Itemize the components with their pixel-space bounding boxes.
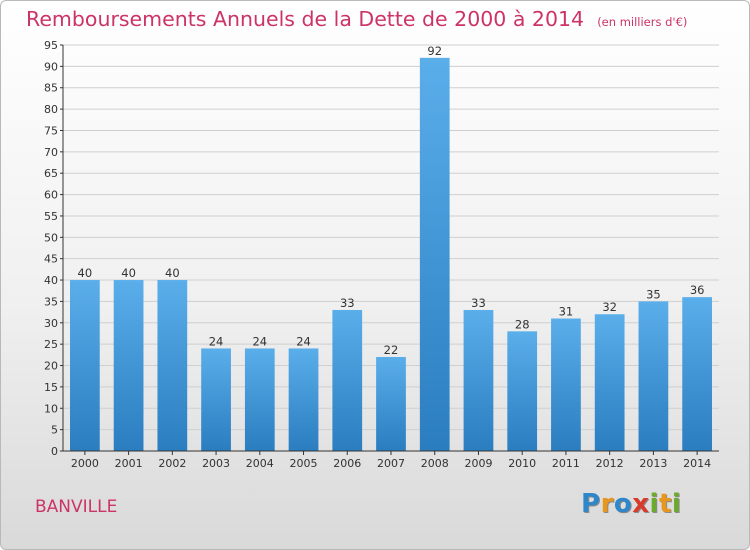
y-tick-label: 30 xyxy=(44,317,58,330)
x-tick-label: 2006 xyxy=(333,457,361,470)
x-tick-label: 2000 xyxy=(71,457,99,470)
data-label: 40 xyxy=(165,266,180,280)
x-tick-label: 2009 xyxy=(464,457,492,470)
bar-2005 xyxy=(288,348,319,451)
y-tick-label: 0 xyxy=(51,445,58,458)
data-label: 22 xyxy=(384,343,399,357)
y-tick-label: 85 xyxy=(44,82,58,95)
x-tick-label: 2003 xyxy=(202,457,230,470)
bar-2012 xyxy=(594,314,625,451)
bars xyxy=(69,57,713,452)
x-tick-label: 2014 xyxy=(683,457,711,470)
chart-title-text: Remboursements Annuels de la Dette de 20… xyxy=(26,7,585,31)
bar-2006 xyxy=(332,309,363,451)
y-tick-label: 65 xyxy=(44,167,58,180)
x-tick-label: 2007 xyxy=(377,457,405,470)
bar-2011 xyxy=(551,318,581,451)
x-tick-label: 2002 xyxy=(158,457,186,470)
x-tick-label: 2008 xyxy=(421,457,449,470)
x-tick-label: 2004 xyxy=(246,457,274,470)
data-label: 32 xyxy=(602,300,617,314)
bar-2008 xyxy=(419,57,450,452)
bar-2010 xyxy=(507,331,538,451)
bar-2014 xyxy=(682,297,713,451)
y-tick-label: 50 xyxy=(44,231,58,244)
y-tick-label: 75 xyxy=(44,124,58,137)
chart-unit-text: (en milliers d'€) xyxy=(597,15,688,29)
y-tick-label: 45 xyxy=(44,253,58,266)
proxiti-logo: Proxiti xyxy=(581,489,682,519)
data-label: 40 xyxy=(78,266,93,280)
x-tick-label: 2010 xyxy=(508,457,536,470)
data-label: 33 xyxy=(340,296,355,310)
bar-2002 xyxy=(157,280,188,451)
x-tick-label: 2013 xyxy=(639,457,667,470)
x-tick-label: 2012 xyxy=(596,457,624,470)
y-tick-label: 90 xyxy=(44,60,58,73)
bar-2009 xyxy=(463,309,494,451)
data-label: 40 xyxy=(121,266,136,280)
y-tick-label: 25 xyxy=(44,338,58,351)
y-tick-label: 80 xyxy=(44,103,58,116)
y-tick-label: 5 xyxy=(51,424,58,437)
data-label: 33 xyxy=(471,296,486,310)
data-label: 24 xyxy=(296,334,311,348)
data-label: 24 xyxy=(252,334,267,348)
bar-2013 xyxy=(638,301,669,451)
y-tick-label: 60 xyxy=(44,189,58,202)
bar-2004 xyxy=(244,348,275,451)
bar-2007 xyxy=(376,356,406,451)
data-label: 36 xyxy=(690,283,705,297)
data-label: 24 xyxy=(209,334,224,348)
data-label: 31 xyxy=(559,305,574,319)
data-label: 28 xyxy=(515,317,530,331)
x-tick-label: 2005 xyxy=(290,457,318,470)
y-tick-label: 70 xyxy=(44,146,58,159)
y-tick-label: 20 xyxy=(44,360,58,373)
y-tick-label: 55 xyxy=(44,210,58,223)
bar-2003 xyxy=(201,348,231,451)
y-tick-label: 35 xyxy=(44,295,58,308)
y-tick-labels: 0 5 10 15 20 25 30 35 40 45 50 55 60 65 70 75 80 85 90 95 xyxy=(44,39,58,458)
data-label: 35 xyxy=(646,287,661,301)
bar-2001 xyxy=(113,280,144,451)
bar-2000 xyxy=(69,280,100,451)
chart-title: Remboursements Annuels de la Dette de 20… xyxy=(26,7,687,31)
x-tick-label: 2001 xyxy=(115,457,143,470)
commune-name: BANVILLE xyxy=(35,497,118,517)
y-tick-label: 40 xyxy=(44,274,58,287)
y-tick-label: 15 xyxy=(44,381,58,394)
y-tick-label: 10 xyxy=(44,402,58,415)
data-labels: 40 40 40 24 24 24 33 22 92 33 28 31 32 35 36 xyxy=(78,44,705,357)
x-tick-labels: 2000 2001 2002 2003 2004 2005 2006 2007 2008 2009… xyxy=(71,451,711,470)
y-tick-label: 95 xyxy=(44,39,58,52)
x-tick-label: 2011 xyxy=(552,457,580,470)
data-label: 92 xyxy=(427,44,442,58)
